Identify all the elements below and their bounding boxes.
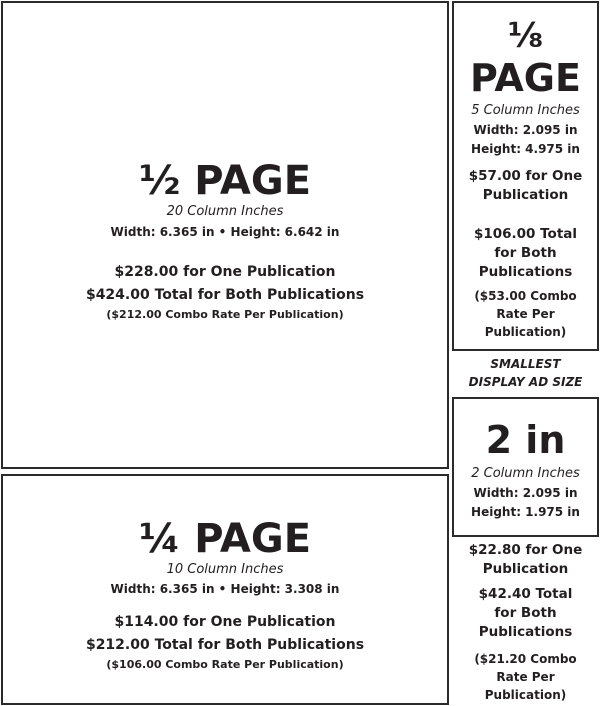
two-inch-one-pub-price: $22.80 for One Publication (452, 541, 599, 579)
quarter-page-ad-box: ¼ PAGE 10 Column Inches Width: 6.365 in … (1, 474, 449, 705)
text-line: $22.80 for One (468, 542, 583, 558)
half-page-one-pub-price: $228.00 for One Publication (114, 264, 336, 280)
half-page-column-inches: 20 Column Inches (166, 204, 284, 219)
text-line: ($21.20 Combo (474, 652, 577, 666)
text-line: DISPLAY AD SIZE (468, 375, 583, 389)
two-inch-height: Height: 1.975 in (471, 505, 580, 519)
text-line: Publication) (484, 325, 567, 339)
two-inch-column-inches: 2 Column Inches (471, 466, 580, 481)
quarter-page-column-inches: 10 Column Inches (166, 562, 284, 577)
two-inch-both-pubs-price: $42.40 Total for Both Publications (452, 585, 599, 642)
quarter-page-combo-rate: ($106.00 Combo Rate Per Publication) (106, 658, 344, 671)
eighth-page-combo-rate: ($53.00 Combo Rate Per Publication) (454, 287, 597, 341)
two-inch-ad-box: 2 in 2 Column Inches Width: 2.095 in Hei… (452, 397, 599, 537)
half-page-title: ½ PAGE (138, 158, 312, 204)
quarter-page-both-pubs-price: $212.00 Total for Both Publications (85, 637, 365, 653)
text-line: Publication (482, 187, 569, 203)
eighth-page-title: PAGE (470, 56, 581, 100)
eighth-page-width: Width: 2.095 in (473, 123, 578, 137)
two-inch-width: Width: 2.095 in (473, 486, 578, 500)
half-page-both-pubs-price: $424.00 Total for Both Publications (85, 287, 365, 303)
text-line: for Both (494, 605, 557, 621)
quarter-page-one-pub-price: $114.00 for One Publication (114, 614, 336, 630)
eighth-page-both-pubs-price: $106.00 Total for Both Publications (454, 225, 597, 282)
half-page-dimensions: Width: 6.365 in • Height: 6.642 in (110, 225, 340, 239)
text-line: Publications (478, 624, 573, 640)
text-line: Publication (482, 561, 569, 577)
two-inch-combo-rate: ($21.20 Combo Rate Per Publication) (452, 650, 599, 704)
text-line: Publications (478, 264, 573, 280)
quarter-page-dimensions: Width: 6.365 in • Height: 3.308 in (110, 582, 340, 596)
smallest-display-ad-label: SMALLEST DISPLAY AD SIZE (452, 355, 599, 391)
half-page-combo-rate: ($212.00 Combo Rate Per Publication) (106, 308, 344, 321)
text-line: for Both (494, 245, 557, 261)
text-line: Publication) (484, 688, 567, 702)
text-line: Rate Per (496, 307, 555, 321)
eighth-page-fraction: ⅛ (507, 16, 544, 56)
eighth-page-column-inches: 5 Column Inches (471, 103, 580, 118)
text-line: $42.40 Total (478, 586, 573, 602)
eighth-page-one-pub-price: $57.00 for One Publication (454, 167, 597, 205)
text-line: $57.00 for One (468, 168, 583, 184)
text-line: Rate Per (496, 670, 555, 684)
half-page-ad-box: ½ PAGE 20 Column Inches Width: 6.365 in … (1, 1, 449, 469)
quarter-page-title: ¼ PAGE (138, 516, 312, 562)
text-line: SMALLEST (490, 357, 561, 371)
eighth-page-height: Height: 4.975 in (471, 142, 580, 156)
text-line: $106.00 Total (473, 226, 578, 242)
two-inch-title: 2 in (485, 418, 566, 462)
eighth-page-ad-box: ⅛ PAGE 5 Column Inches Width: 2.095 in H… (452, 1, 599, 351)
text-line: ($53.00 Combo (474, 289, 577, 303)
